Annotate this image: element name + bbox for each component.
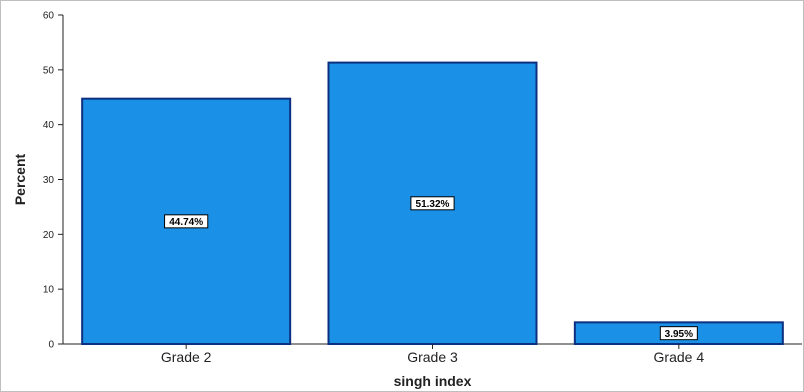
category-label: Grade 4 <box>654 349 705 365</box>
category-label: Grade 3 <box>407 349 458 365</box>
y-tick-label: 0 <box>48 340 54 351</box>
data-label: 3.95% <box>665 329 693 340</box>
y-ticks: 0 10 20 30 40 50 60 <box>43 11 63 351</box>
category-label: Grade 2 <box>161 349 212 365</box>
y-axis-title: Percent <box>12 153 28 205</box>
bar-grade-2 <box>81 97 292 346</box>
data-label-box <box>164 214 209 229</box>
data-label: 44.74% <box>169 217 203 228</box>
y-tick-label: 50 <box>43 65 55 76</box>
y-tick-label: 30 <box>43 175 55 186</box>
y-tick-label: 60 <box>43 11 55 22</box>
y-tick-label: 10 <box>43 285 55 296</box>
x-axis-title: singh index <box>394 373 472 389</box>
data-label-box <box>659 326 698 341</box>
y-tick-label: 20 <box>43 230 55 241</box>
data-label-box <box>410 196 455 211</box>
y-tick-label: 40 <box>43 120 55 131</box>
data-label: 51.32% <box>416 199 450 210</box>
data-labels: 44.74% 51.32% 3.95% <box>164 196 698 341</box>
x-ticks: Grade 2 Grade 3 Grade 4 <box>161 344 704 365</box>
